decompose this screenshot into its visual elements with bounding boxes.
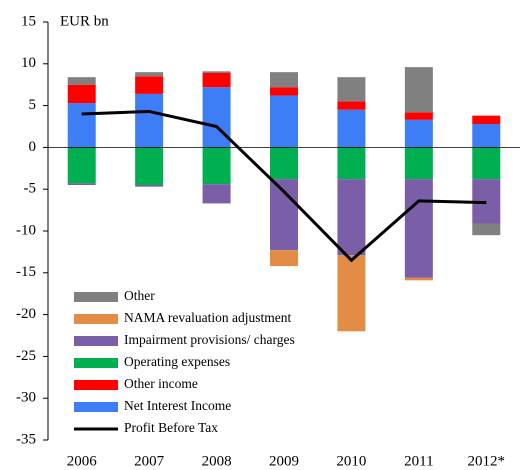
bar-segment [337, 77, 366, 102]
bar-segment [67, 77, 96, 85]
y-tick-label: 10 [21, 55, 36, 71]
bar-segment [202, 184, 231, 204]
y-tick-label: -10 [16, 222, 36, 238]
x-tick-label: 2012* [468, 453, 506, 469]
legend-label: Operating expenses [124, 354, 230, 369]
y-tick-label: -20 [16, 306, 36, 322]
bar-segment [404, 147, 433, 180]
bar-segment [337, 101, 366, 110]
bar-segment [270, 95, 298, 148]
bar-segment [337, 147, 366, 180]
x-tick-label: 2006 [67, 453, 98, 469]
bar-segment [337, 109, 366, 148]
bar-segment [472, 123, 501, 148]
legend-label: Other income [124, 376, 198, 391]
bar-segment [404, 179, 433, 278]
x-tick-label: 2008 [202, 453, 232, 469]
y-tick-label: -30 [16, 390, 36, 406]
legend-swatch [74, 314, 118, 324]
bar-segment [404, 277, 433, 281]
line [81, 109, 487, 263]
x-tick-label: 2007 [134, 453, 165, 469]
y-tick-label: -35 [16, 431, 36, 447]
bar-segment [202, 147, 231, 185]
y-tick-label: 15 [21, 13, 36, 29]
x-tick-label: 2011 [404, 453, 433, 469]
y-tick-label: -5 [24, 181, 37, 197]
bar-segment [67, 84, 96, 104]
bar-segment [67, 183, 96, 186]
bar-segment [202, 87, 231, 148]
legend-swatch [74, 402, 118, 412]
legend-swatch [74, 380, 118, 390]
bar-segment [135, 185, 164, 187]
legend-label: Impairment provisions/ charges [124, 332, 295, 347]
bar-segment [337, 255, 366, 332]
legend-label: Other [124, 288, 155, 303]
legend-label: Profit Before Tax [124, 420, 218, 435]
y-tick-label: -15 [16, 264, 36, 280]
bar-segment [202, 72, 231, 88]
bar-segment [472, 115, 501, 124]
bar-segment [337, 179, 366, 256]
bar-segment [135, 93, 164, 148]
bar-segment [135, 72, 164, 77]
bar-segment [202, 71, 231, 73]
x-tick-label: 2009 [269, 453, 299, 469]
bar-segment [404, 112, 433, 120]
bar-segment [135, 147, 164, 186]
y-axis-label: EUR bn [60, 13, 109, 29]
legend-label: Net Interest Income [124, 398, 231, 413]
legend-swatch [74, 336, 118, 346]
bar-segment [404, 67, 433, 113]
bar-segment [270, 72, 298, 88]
y-tick-label: 0 [29, 139, 37, 155]
legend-label: NAMA revaluation adjustment [124, 310, 291, 325]
y-tick-label: 5 [29, 97, 37, 113]
bar-segment [472, 147, 501, 180]
bar-segment [472, 223, 501, 236]
bar-segment [404, 119, 433, 148]
legend-swatch [74, 358, 118, 368]
bar-segment [135, 76, 164, 94]
bar-segment [270, 250, 298, 267]
y-tick-label: -25 [16, 348, 36, 364]
bar-segment [67, 147, 96, 184]
bar-segment [67, 103, 96, 148]
x-tick-label: 2010 [336, 453, 366, 469]
legend-swatch [74, 292, 118, 302]
bar-segment [270, 147, 298, 180]
bar-segment [270, 87, 298, 96]
